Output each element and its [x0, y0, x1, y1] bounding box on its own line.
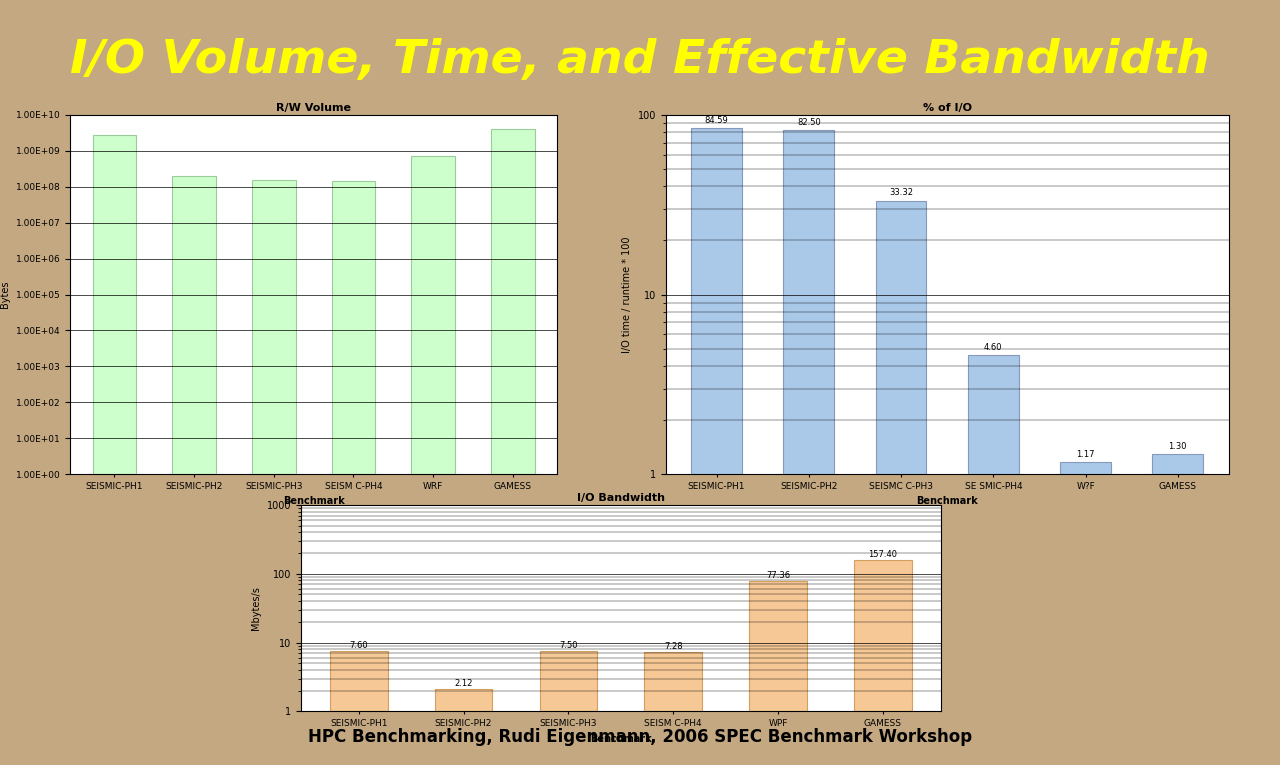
- Title: % of I/O: % of I/O: [923, 103, 972, 112]
- Text: 1.30: 1.30: [1169, 441, 1187, 451]
- X-axis label: Benchmark: Benchmark: [916, 496, 978, 506]
- Title: I/O Bandwidth: I/O Bandwidth: [577, 493, 664, 503]
- Text: 1.17: 1.17: [1076, 450, 1094, 459]
- Y-axis label: Bytes: Bytes: [0, 281, 10, 308]
- Bar: [92, 135, 137, 765]
- Text: HPC Benchmarking, Rudi Eigenmann, 2006 SPEC Benchmark Workshop: HPC Benchmarking, Rudi Eigenmann, 2006 S…: [308, 728, 972, 746]
- Bar: [691, 128, 742, 765]
- Bar: [749, 581, 806, 765]
- Bar: [332, 181, 375, 765]
- Text: I/O Volume, Time, and Effective Bandwidth: I/O Volume, Time, and Effective Bandwidt…: [70, 38, 1210, 83]
- Bar: [330, 651, 388, 765]
- Bar: [173, 176, 216, 765]
- Text: 33.32: 33.32: [890, 188, 913, 197]
- Bar: [1060, 462, 1111, 765]
- Text: 4.60: 4.60: [984, 343, 1002, 352]
- Text: 7.50: 7.50: [559, 641, 577, 650]
- Bar: [411, 156, 454, 765]
- Bar: [644, 652, 701, 765]
- Text: 7.28: 7.28: [664, 642, 682, 651]
- Text: 82.50: 82.50: [797, 118, 820, 127]
- Title: R/W Volume: R/W Volume: [276, 103, 351, 112]
- Bar: [854, 560, 911, 765]
- Bar: [876, 200, 927, 765]
- Text: 157.40: 157.40: [868, 550, 897, 559]
- Bar: [968, 355, 1019, 765]
- X-axis label: Benchmark: Benchmark: [283, 496, 344, 506]
- Y-axis label: I/O time / runtime * 100: I/O time / runtime * 100: [622, 236, 632, 353]
- Text: 7.60: 7.60: [349, 640, 369, 649]
- Bar: [1152, 454, 1203, 765]
- Y-axis label: Mbytes/s: Mbytes/s: [251, 586, 261, 630]
- X-axis label: Benchmark: Benchmark: [590, 734, 652, 744]
- Text: 77.36: 77.36: [765, 571, 790, 581]
- Bar: [540, 651, 598, 765]
- Bar: [490, 129, 535, 765]
- Text: 2.12: 2.12: [454, 679, 472, 688]
- Text: 84.59: 84.59: [705, 116, 728, 125]
- Bar: [435, 689, 493, 765]
- Bar: [783, 130, 835, 765]
- Bar: [252, 181, 296, 765]
